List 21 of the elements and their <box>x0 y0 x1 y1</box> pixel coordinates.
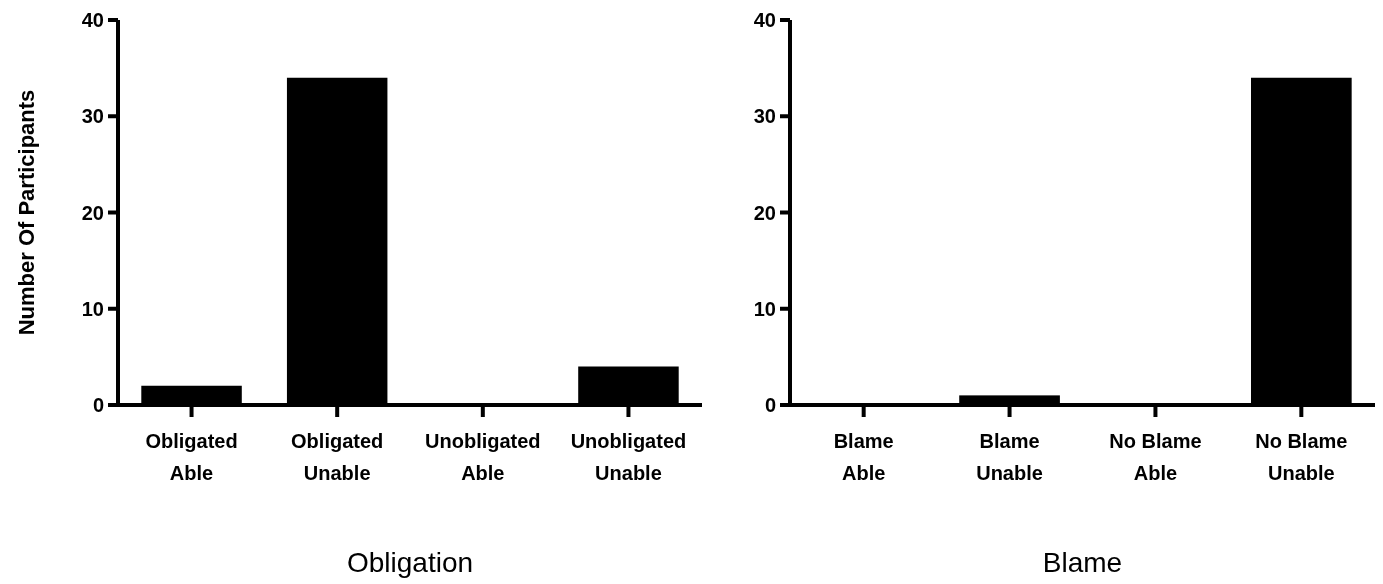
y-tick-label: 0 <box>764 394 776 416</box>
y-axis-title: Number Of Participants <box>14 89 39 336</box>
x-tick-label: Obligated Unable <box>291 430 384 484</box>
y-tick-label: 30 <box>81 105 104 128</box>
y-tick-label: 10 <box>81 297 104 320</box>
y-tick-label: 20 <box>81 201 104 224</box>
y-tick-label: 30 <box>753 105 776 128</box>
x-tick-label: Obligated Able <box>145 430 238 484</box>
x-tick-label: No Blame Able <box>1109 430 1202 484</box>
y-tick-label: 0 <box>92 394 104 416</box>
y-tick-label: 40 <box>81 9 104 31</box>
x-tick-label: Unobligated Unable <box>570 430 687 484</box>
x-axis-title: Obligation <box>346 547 474 578</box>
y-tick-label: 20 <box>753 201 776 224</box>
x-tick-label: No Blame Unable <box>1255 430 1348 484</box>
y-tick-label: 10 <box>753 297 776 320</box>
x-tick-label: Blame Able <box>833 430 894 484</box>
x-axis-title: Blame <box>1042 547 1123 578</box>
x-tick-label: Unobligated Able <box>425 430 541 484</box>
x-tick-label: Blame Unable <box>976 430 1043 484</box>
y-tick-label: 40 <box>753 9 776 31</box>
